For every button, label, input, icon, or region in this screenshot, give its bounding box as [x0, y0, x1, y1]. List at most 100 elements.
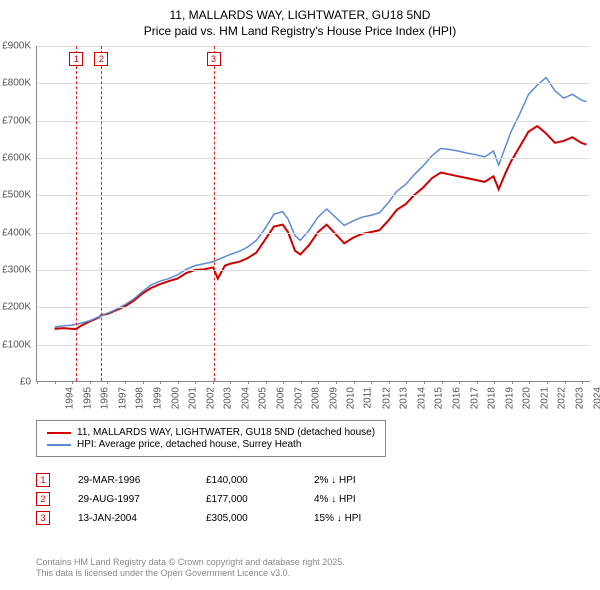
sale-delta: 2% ↓ HPI [314, 475, 404, 486]
legend-label-property: 11, MALLARDS WAY, LIGHTWATER, GU18 5ND (… [77, 427, 375, 438]
x-axis-tick [459, 381, 460, 384]
x-axis-tick [266, 381, 267, 384]
x-axis-tick [582, 381, 583, 384]
x-axis-tick [160, 381, 161, 384]
x-axis-tick [354, 381, 355, 384]
x-axis-tick [283, 381, 284, 384]
x-axis-tick [195, 381, 196, 384]
gridline-h [37, 83, 590, 84]
sale-marker-1: 1 [36, 473, 50, 487]
sale-price: £177,000 [206, 494, 286, 505]
footer-line-1: Contains HM Land Registry data © Crown c… [36, 557, 345, 569]
x-axis-tick-label: 2018 [486, 387, 497, 409]
y-axis-tick-label: £400K [0, 227, 35, 238]
title-subtitle: Price paid vs. HM Land Registry's House … [0, 24, 600, 38]
legend-label-hpi: HPI: Average price, detached house, Surr… [77, 439, 301, 450]
x-axis-tick-label: 2022 [557, 387, 568, 409]
sale-event-line [76, 46, 77, 381]
x-axis-tick-label: 2011 [362, 387, 373, 409]
x-axis-tick-label: 2004 [240, 387, 251, 409]
gridline-h [37, 233, 590, 234]
x-axis-tick-label: 2006 [275, 387, 286, 409]
gridline-h [37, 345, 590, 346]
sale-delta: 4% ↓ HPI [314, 494, 404, 505]
footer-attribution: Contains HM Land Registry data © Crown c… [36, 557, 345, 580]
x-axis-tick-label: 2023 [574, 387, 585, 409]
x-axis-tick [547, 381, 548, 384]
footer-line-2: This data is licensed under the Open Gov… [36, 568, 345, 580]
x-axis-tick [389, 381, 390, 384]
x-axis-tick-label: 2002 [205, 387, 216, 409]
sales-row: 2 29-AUG-1997 £177,000 4% ↓ HPI [36, 492, 404, 506]
sale-date: 29-AUG-1997 [78, 494, 178, 505]
x-axis-tick-label: 2016 [451, 387, 462, 409]
x-axis-tick [230, 381, 231, 384]
x-axis-tick [477, 381, 478, 384]
x-axis-tick [248, 381, 249, 384]
chart-titles: 11, MALLARDS WAY, LIGHTWATER, GU18 5ND P… [0, 0, 600, 38]
x-axis-tick-label: 2024 [592, 387, 600, 409]
x-axis-tick [494, 381, 495, 384]
y-axis-tick-label: £300K [0, 265, 35, 276]
sale-delta: 15% ↓ HPI [314, 513, 404, 524]
line-series-svg [37, 46, 590, 381]
plot-area: £0£100K£200K£300K£400K£500K£600K£700K£80… [36, 46, 590, 382]
gridline-h [37, 46, 590, 47]
x-axis-tick-label: 2001 [187, 387, 198, 409]
sale-event-line [101, 46, 102, 381]
title-address: 11, MALLARDS WAY, LIGHTWATER, GU18 5ND [0, 8, 600, 22]
x-axis-tick-label: 1998 [135, 387, 146, 409]
y-axis-tick-label: £200K [0, 302, 35, 313]
x-axis-tick-label: 2000 [170, 387, 181, 409]
x-axis-tick [90, 381, 91, 384]
x-axis-tick-label: 2012 [381, 387, 392, 409]
chart-container: 11, MALLARDS WAY, LIGHTWATER, GU18 5ND P… [0, 0, 600, 590]
legend-swatch-property [47, 432, 71, 434]
x-axis-tick [336, 381, 337, 384]
x-axis-tick [143, 381, 144, 384]
y-axis-tick-label: £600K [0, 153, 35, 164]
x-axis-tick [529, 381, 530, 384]
legend-swatch-hpi [47, 444, 71, 446]
gridline-h [37, 158, 590, 159]
legend-item-hpi: HPI: Average price, detached house, Surr… [47, 439, 375, 450]
y-axis-tick-label: £100K [0, 339, 35, 350]
x-axis-tick [72, 381, 73, 384]
sale-event-marker: 3 [207, 52, 221, 66]
x-axis-tick [37, 381, 38, 384]
x-axis-tick-label: 2014 [416, 387, 427, 409]
x-axis-tick-label: 2005 [258, 387, 269, 409]
sale-date: 13-JAN-2004 [78, 513, 178, 524]
y-axis-tick-label: £500K [0, 190, 35, 201]
x-axis-tick-label: 2017 [469, 387, 480, 409]
x-axis-tick [107, 381, 108, 384]
x-axis-tick [318, 381, 319, 384]
x-axis-tick-label: 1997 [117, 387, 128, 409]
sale-price: £140,000 [206, 475, 286, 486]
gridline-h [37, 270, 590, 271]
x-axis-tick [125, 381, 126, 384]
legend-item-property: 11, MALLARDS WAY, LIGHTWATER, GU18 5ND (… [47, 427, 375, 438]
x-axis-tick [565, 381, 566, 384]
gridline-h [37, 121, 590, 122]
x-axis-tick [512, 381, 513, 384]
x-axis-tick-label: 1996 [99, 387, 110, 409]
x-axis-tick-label: 2010 [346, 387, 357, 409]
x-axis-tick [371, 381, 372, 384]
x-axis-tick-label: 1999 [152, 387, 163, 409]
sale-date: 29-MAR-1996 [78, 475, 178, 486]
y-axis-tick-label: £0 [0, 377, 35, 388]
sale-event-marker: 1 [69, 52, 83, 66]
sale-event-line [214, 46, 215, 381]
x-axis-tick [442, 381, 443, 384]
x-axis-tick-label: 2003 [223, 387, 234, 409]
x-axis-tick [213, 381, 214, 384]
x-axis-tick-label: 2021 [539, 387, 550, 409]
x-axis-tick-label: 1994 [64, 387, 75, 409]
x-axis-tick-label: 1995 [82, 387, 93, 409]
sales-row: 1 29-MAR-1996 £140,000 2% ↓ HPI [36, 473, 404, 487]
sales-table: 1 29-MAR-1996 £140,000 2% ↓ HPI 2 29-AUG… [36, 468, 404, 530]
x-axis-tick [424, 381, 425, 384]
gridline-h [37, 307, 590, 308]
x-axis-tick-label: 2008 [310, 387, 321, 409]
